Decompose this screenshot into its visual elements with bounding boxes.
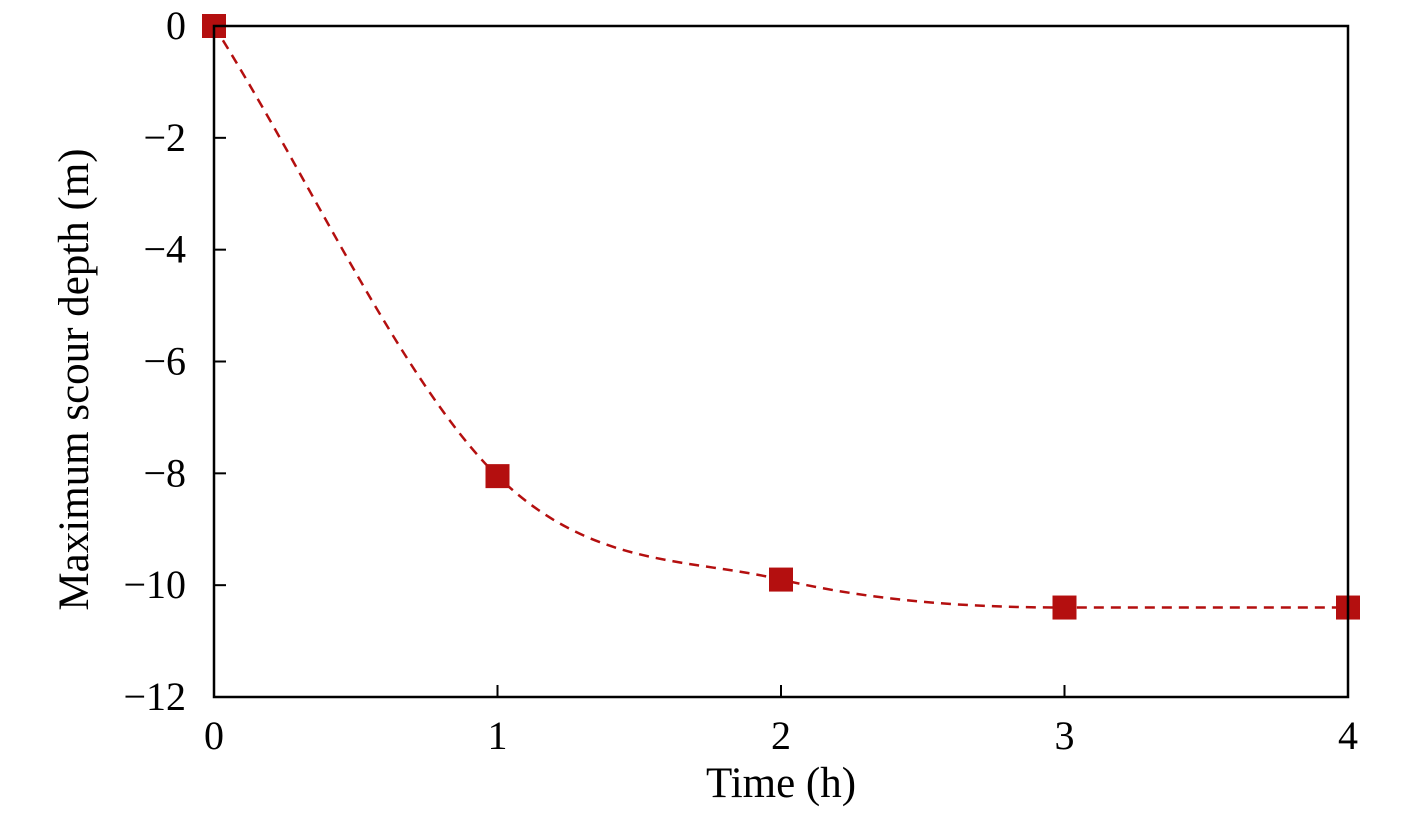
x-axis-title: Time (h) xyxy=(706,760,856,807)
y-axis-title: Maximum scour depth (m) xyxy=(51,148,98,610)
x-tick-label: 1 xyxy=(488,713,508,758)
x-tick-label: 3 xyxy=(1055,713,1075,758)
series-curve xyxy=(212,25,1348,609)
plot-area-frame xyxy=(212,24,1350,699)
y-tick-label: −2 xyxy=(143,115,186,160)
y-tick-label: −12 xyxy=(123,674,186,719)
y-tick-label: −10 xyxy=(123,562,186,607)
data-point-marker xyxy=(1052,595,1077,620)
data-point-marker xyxy=(485,464,510,489)
y-tick-label: −6 xyxy=(143,339,186,384)
x-tick-label: 2 xyxy=(771,713,791,758)
y-tick-label: −8 xyxy=(143,450,186,495)
marker-layer xyxy=(202,14,1360,620)
y-tick-label: 0 xyxy=(166,3,186,48)
x-tick-label: 4 xyxy=(1338,713,1358,758)
y-tick-label: −4 xyxy=(143,227,186,272)
y-axis-ticks: 0 −2 −4 −6 −8 −10 −12 xyxy=(123,3,226,719)
curve-layer xyxy=(212,25,1348,609)
x-tick-label: 0 xyxy=(204,713,224,758)
data-point-marker xyxy=(769,567,793,592)
x-axis-ticks: 0 1 2 3 4 xyxy=(204,685,1358,758)
